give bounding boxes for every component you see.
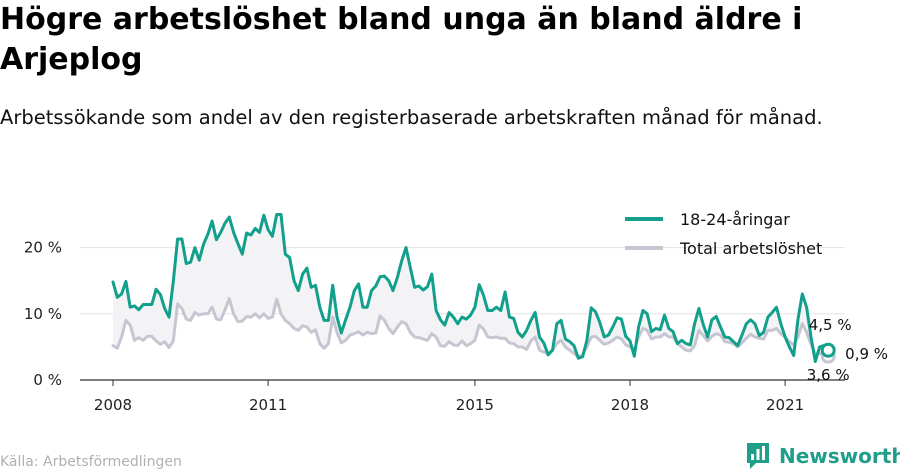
bar-chart-logo-icon bbox=[747, 443, 769, 469]
end-label-total: 3,6 % bbox=[807, 366, 850, 384]
end-label-youth: 4,5 % bbox=[809, 316, 852, 334]
legend-label-1: Total arbetslöshet bbox=[679, 239, 822, 258]
y-tick-label: 20 % bbox=[24, 239, 62, 257]
legend: 18-24-åringar Total arbetslöshet bbox=[625, 210, 822, 258]
x-tick-label: 2021 bbox=[766, 396, 804, 414]
end-labels: 4,5 % 3,6 % 0,9 % bbox=[807, 316, 888, 384]
y-axis: 0 % 10 % 20 % bbox=[24, 239, 62, 389]
gap-area-fill bbox=[113, 214, 829, 362]
y-tick-label: 10 % bbox=[24, 305, 62, 323]
x-tick-label: 2015 bbox=[456, 396, 494, 414]
series-line-0 bbox=[111, 213, 830, 363]
source-note: Källa: Arbetsförmedlingen bbox=[0, 454, 182, 470]
x-tick-label: 2011 bbox=[249, 396, 287, 414]
page-title: Högre arbetslöshet bland unga än bland ä… bbox=[0, 2, 803, 77]
page-subtitle: Arbetssökande som andel av den registerb… bbox=[0, 106, 823, 129]
brand-name: Newsworthy bbox=[779, 444, 900, 468]
end-label-diff: 0,9 % bbox=[845, 345, 888, 363]
series-lines bbox=[111, 213, 830, 363]
legend-label-0: 18-24-åringar bbox=[680, 210, 790, 229]
x-axis: 2008 2011 2015 2018 2021 bbox=[94, 380, 804, 414]
x-tick-label: 2018 bbox=[611, 396, 649, 414]
gap-area bbox=[113, 214, 829, 362]
y-tick-label: 0 % bbox=[33, 371, 62, 389]
brand-logo[interactable]: Newsworthy bbox=[745, 441, 900, 471]
series-line-1 bbox=[111, 297, 830, 359]
end-marker-0 bbox=[820, 342, 836, 358]
x-tick-label: 2008 bbox=[94, 396, 132, 414]
